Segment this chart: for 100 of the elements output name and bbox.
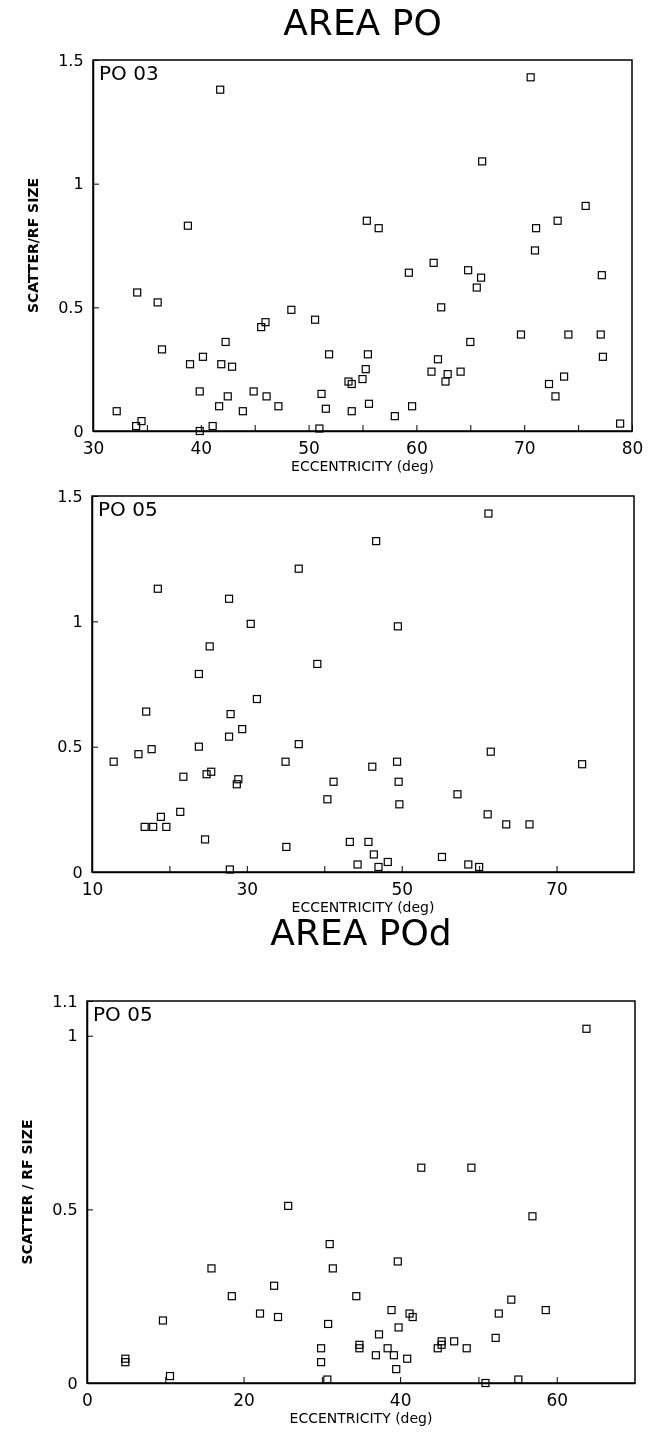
point: [313, 659, 322, 669]
x-tick-label: 60: [406, 438, 428, 459]
point: [392, 757, 402, 766]
point: [270, 1281, 279, 1290]
point: [453, 790, 462, 799]
point: [176, 807, 185, 816]
x-tick-label: 10: [81, 879, 104, 900]
y-tick-label: 1: [73, 174, 84, 194]
point: [389, 1351, 398, 1360]
x-axis-title: ECCENTRICITY (deg): [291, 899, 435, 915]
point: [578, 760, 587, 769]
point: [393, 1257, 402, 1266]
point: [369, 850, 378, 859]
point: [395, 800, 404, 809]
point: [281, 757, 290, 766]
point: [162, 822, 171, 831]
y-axis-title: SCATTER/RF SIZE: [25, 177, 41, 314]
point: [226, 709, 235, 719]
point: [393, 622, 402, 631]
point: [525, 820, 534, 829]
point: [158, 1316, 168, 1325]
x-tick-label: 30: [236, 879, 259, 900]
y-axis-title: SCATTER / RF SIZE: [19, 1119, 35, 1265]
point: [225, 865, 234, 874]
point: [345, 837, 354, 847]
point: [329, 777, 338, 786]
point: [437, 1337, 446, 1346]
point: [255, 1309, 265, 1318]
point: [582, 1024, 591, 1033]
point: [541, 1305, 550, 1315]
x-tick-label: 40: [190, 438, 213, 459]
y-tick-label: 0: [73, 421, 84, 441]
point: [394, 1323, 403, 1332]
point: [462, 1344, 471, 1353]
point: [179, 772, 188, 781]
point: [486, 747, 495, 756]
point: [156, 812, 166, 821]
point: [200, 835, 210, 844]
y-tick-label: 0.5: [58, 297, 84, 317]
point: [502, 820, 511, 829]
y-tick-label: 0.5: [57, 737, 83, 757]
x-axis-title: ECCENTRICITY (deg): [291, 458, 434, 474]
point: [491, 1333, 500, 1342]
point: [507, 1295, 516, 1304]
point: [371, 1351, 380, 1360]
point: [194, 669, 203, 679]
point: [207, 767, 216, 776]
y-tick-label: 0: [72, 862, 83, 882]
point: [232, 780, 241, 789]
point: [374, 862, 383, 872]
point: [368, 762, 377, 771]
point: [282, 842, 291, 852]
point: [246, 619, 255, 628]
point: [403, 1354, 412, 1363]
point: [194, 742, 203, 751]
point: [121, 1354, 130, 1363]
point: [323, 795, 332, 804]
x-tick-label: 80: [621, 438, 644, 459]
point: [437, 852, 447, 862]
point: [450, 1337, 459, 1346]
point: [372, 537, 381, 546]
point: [316, 1344, 326, 1353]
point: [153, 584, 162, 593]
annotation: PO 05: [93, 1002, 153, 1026]
point: [324, 1319, 333, 1329]
point: [437, 1340, 446, 1349]
chart-title: AREA PO: [283, 2, 442, 43]
y-tick-label: 1.1: [52, 991, 78, 1011]
point: [387, 1305, 396, 1315]
x-tick-label: 20: [233, 1390, 255, 1411]
point: [394, 777, 403, 786]
point: [142, 707, 151, 716]
y-tick-label: 1.5: [58, 50, 84, 70]
point: [467, 1163, 476, 1172]
point: [252, 694, 262, 704]
point: [464, 860, 473, 869]
x-axis-title: ECCENTRICITY (deg): [289, 1410, 433, 1426]
point: [494, 1309, 503, 1318]
point: [109, 757, 118, 766]
point: [121, 1358, 130, 1367]
x-tick-label: 50: [391, 879, 414, 900]
point: [294, 564, 303, 573]
point: [417, 1163, 426, 1172]
point: [355, 1340, 364, 1349]
point: [284, 1201, 293, 1210]
point: [325, 1239, 334, 1249]
point: [294, 740, 303, 749]
point: [374, 1330, 384, 1339]
y-tick-label: 0: [67, 1373, 78, 1393]
point: [316, 1358, 326, 1367]
point: [484, 509, 493, 518]
point: [405, 1309, 414, 1318]
point: [224, 594, 234, 603]
y-tick-label: 0.5: [52, 1199, 78, 1219]
point: [353, 860, 362, 869]
x-tick-label: 70: [513, 438, 536, 459]
point: [140, 822, 149, 831]
point: [234, 775, 243, 784]
point: [227, 1292, 236, 1301]
point: [383, 857, 392, 867]
